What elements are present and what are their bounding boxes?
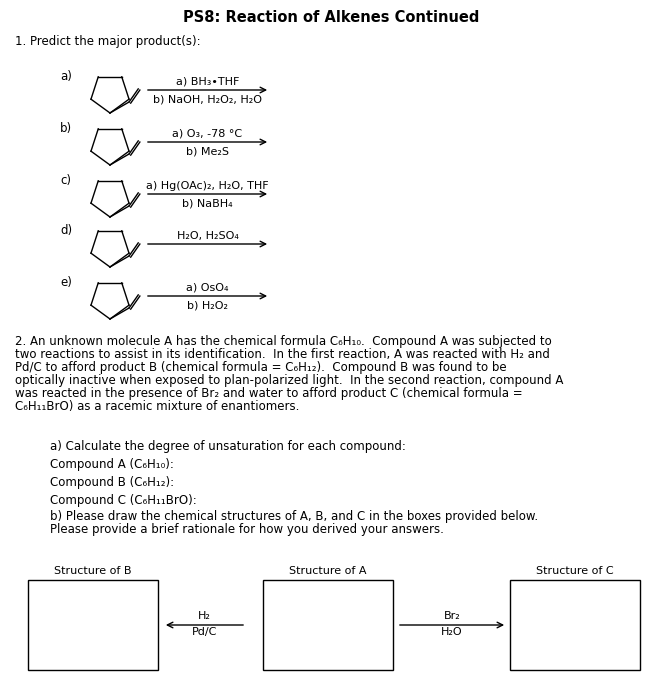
Text: two reactions to assist in its identification.  In the first reaction, A was rea: two reactions to assist in its identific… <box>15 348 550 361</box>
Text: Compound C (C₆H₁₁BrO):: Compound C (C₆H₁₁BrO): <box>50 494 197 507</box>
Text: a) Hg(OAc)₂, H₂O, THF: a) Hg(OAc)₂, H₂O, THF <box>146 181 269 191</box>
Text: c): c) <box>60 174 71 187</box>
Text: a) OsO₄: a) OsO₄ <box>186 283 229 293</box>
Text: Pd/C: Pd/C <box>192 627 217 637</box>
Text: a): a) <box>60 70 72 83</box>
Text: 2. An unknown molecule A has the chemical formula C₆H₁₀.  Compound A was subject: 2. An unknown molecule A has the chemica… <box>15 335 551 348</box>
Text: 1. Predict the major product(s):: 1. Predict the major product(s): <box>15 35 201 48</box>
Text: was reacted in the presence of Br₂ and water to afford product C (chemical formu: was reacted in the presence of Br₂ and w… <box>15 387 522 400</box>
Text: b) Me₂S: b) Me₂S <box>186 146 229 156</box>
Text: H₂: H₂ <box>198 611 211 621</box>
Text: Please provide a brief rationale for how you derived your answers.: Please provide a brief rationale for how… <box>50 523 444 536</box>
Text: e): e) <box>60 276 72 289</box>
Text: PS8: Reaction of Alkenes Continued: PS8: Reaction of Alkenes Continued <box>183 10 479 25</box>
Text: a) BH₃•THF: a) BH₃•THF <box>176 77 239 87</box>
Text: b) Please draw the chemical structures of A, B, and C in the boxes provided belo: b) Please draw the chemical structures o… <box>50 510 538 523</box>
Text: b) NaOH, H₂O₂, H₂O: b) NaOH, H₂O₂, H₂O <box>153 94 262 104</box>
Text: optically inactive when exposed to plan-polarized light.  In the second reaction: optically inactive when exposed to plan-… <box>15 374 563 387</box>
Text: H₂O, H₂SO₄: H₂O, H₂SO₄ <box>177 231 238 241</box>
Text: b): b) <box>60 122 72 135</box>
Bar <box>28 580 158 670</box>
Text: b) NaBH₄: b) NaBH₄ <box>182 198 233 208</box>
Text: Pd/C to afford product B (chemical formula = C₆H₁₂).  Compound B was found to be: Pd/C to afford product B (chemical formu… <box>15 361 506 374</box>
Bar <box>510 580 640 670</box>
Text: a) Calculate the degree of unsaturation for each compound:: a) Calculate the degree of unsaturation … <box>50 440 406 453</box>
Text: Br₂: Br₂ <box>444 611 460 621</box>
Text: a) O₃, -78 °C: a) O₃, -78 °C <box>172 129 242 139</box>
Text: b) H₂O₂: b) H₂O₂ <box>187 300 228 310</box>
Text: Structure of C: Structure of C <box>536 566 614 576</box>
Bar <box>263 580 393 670</box>
Text: C₆H₁₁BrO) as a racemic mixture of enantiomers.: C₆H₁₁BrO) as a racemic mixture of enanti… <box>15 400 299 413</box>
Text: Structure of B: Structure of B <box>54 566 132 576</box>
Text: Compound A (C₆H₁₀):: Compound A (C₆H₁₀): <box>50 458 174 471</box>
Text: Compound B (C₆H₁₂):: Compound B (C₆H₁₂): <box>50 476 174 489</box>
Text: d): d) <box>60 224 72 237</box>
Text: H₂O: H₂O <box>441 627 463 637</box>
Text: Structure of A: Structure of A <box>289 566 367 576</box>
